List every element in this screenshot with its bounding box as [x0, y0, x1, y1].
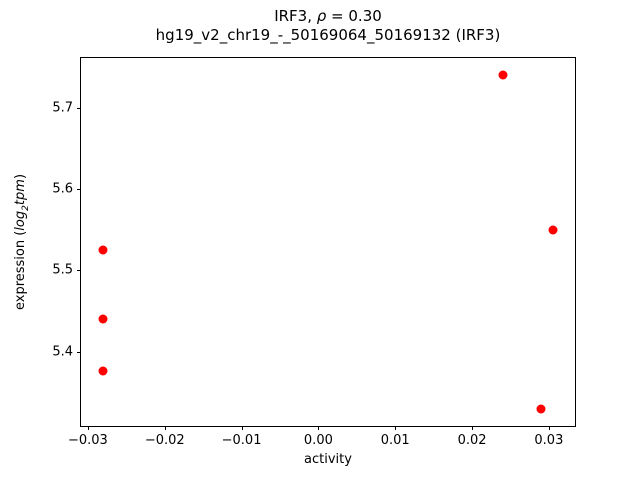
x-tick-label: 0.03	[534, 433, 564, 448]
x-tick-mark	[548, 426, 550, 430]
rho-symbol: ρ	[316, 7, 327, 25]
chart-title-correlation: = 0.30	[326, 7, 382, 25]
x-tick-mark	[241, 426, 243, 430]
y-tick-label: 5.6	[52, 181, 73, 197]
y-tick-mark	[77, 107, 81, 109]
x-tick-mark	[87, 426, 89, 430]
y-tick-mark	[77, 351, 81, 353]
x-tick-mark	[318, 426, 320, 430]
x-tick-mark	[472, 426, 474, 430]
y-tick-label: 5.5	[52, 262, 73, 278]
chart-title-gene: IRF3,	[274, 7, 317, 25]
x-tick-label: 0.00	[303, 433, 333, 448]
x-tick-mark	[395, 426, 397, 430]
x-tick-label: 0.01	[380, 433, 410, 448]
y-tick-label: 5.4	[52, 344, 73, 360]
chart-title: IRF3, ρ = 0.30	[274, 7, 382, 25]
data-point	[536, 404, 546, 414]
x-tick-label: −0.01	[221, 433, 262, 448]
data-point	[98, 314, 108, 324]
plot-area: −0.03 −0.02 −0.01 0.00 0.01 0.02 0.03 5.4 5.5 5.6…	[52, 57, 576, 448]
y-axis-label: expression (log2tpm)	[13, 174, 31, 310]
x-axis-label: activity	[304, 452, 352, 467]
y-axis-label-suffix: )	[13, 173, 29, 180]
y-tick-mark	[77, 270, 81, 272]
y-tick-label: 5.7	[52, 100, 73, 116]
data-point	[98, 245, 108, 255]
data-point	[498, 70, 508, 80]
x-tick-label: −0.02	[144, 433, 185, 448]
x-tick-label: −0.03	[67, 433, 108, 448]
chart-subtitle: hg19_v2_chr19_-_50169064_50169132 (IRF3)	[155, 26, 501, 44]
y-tick-mark	[77, 189, 81, 191]
data-point	[98, 366, 108, 376]
x-tick-label: 0.02	[457, 433, 487, 448]
x-tick-mark	[164, 426, 166, 430]
y-axis-label-prefix: expression (	[13, 230, 29, 311]
data-point	[548, 225, 558, 235]
y-axis-label-math: log2tpm	[13, 179, 31, 231]
